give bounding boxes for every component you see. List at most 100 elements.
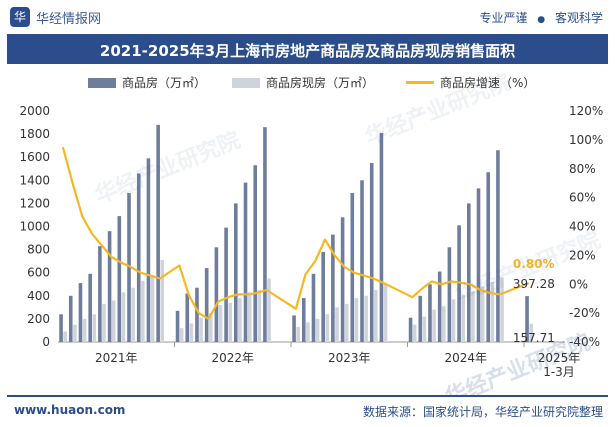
logo-text: 华经情报网	[36, 11, 102, 27]
bar-forward	[496, 150, 500, 342]
y-right-tick-label: 40%	[569, 220, 596, 234]
bar-spot	[480, 286, 485, 342]
bar-spot	[441, 306, 446, 342]
bar-spot	[296, 326, 300, 342]
bar-forward	[311, 273, 316, 342]
bar-spot	[131, 287, 135, 342]
y-left-tick-label: 200	[27, 312, 50, 326]
forward-data-label: 397.28	[513, 277, 555, 291]
spot-data-label: 157.71	[513, 331, 555, 345]
y-right-tick-label: 120%	[569, 104, 603, 118]
y-left-tick-label: 400	[27, 289, 50, 303]
bar-forward	[408, 317, 413, 342]
bar-forward	[340, 217, 345, 342]
bar-forward	[331, 234, 335, 342]
footer-site-link[interactable]: www.huaon.com	[14, 403, 126, 417]
y-right-tick-label: -40%	[569, 335, 600, 349]
x-group-label: 2023年	[328, 351, 371, 365]
bar-spot	[82, 318, 87, 342]
bar-spot	[208, 313, 213, 342]
bar-forward	[292, 315, 296, 342]
chart-plot: 0 200 400 600 800 1000 1200 1400 1600 1800 2000 -40…	[19, 104, 603, 379]
legend-label-spot: 商品房现房（万㎡）	[266, 76, 375, 90]
x-group-label: 2024年	[444, 351, 487, 365]
bar-forward	[185, 293, 190, 342]
bar-spot	[529, 323, 533, 342]
bar-spot	[354, 298, 359, 342]
legend: 商品房（万㎡） 商品房现房（万㎡） 商品房增速（%）	[0, 74, 615, 94]
legend-item-forward[interactable]: 商品房（万㎡）	[88, 74, 206, 91]
bar-forward	[525, 296, 529, 342]
y-left-tick-label: 1600	[19, 150, 50, 164]
bar-spot	[451, 299, 456, 342]
bar-spot	[490, 281, 495, 342]
bar-forward	[437, 271, 442, 342]
bar-forward	[457, 225, 461, 342]
bar-spot	[199, 317, 203, 342]
bar-forward	[88, 273, 92, 342]
x-group-label: 2022年	[211, 351, 254, 365]
brand-logo[interactable]: 华 华经情报网	[10, 7, 101, 27]
bar-forward	[78, 283, 83, 342]
bar-forward	[253, 165, 258, 342]
x-group-label: 1-3月	[543, 365, 575, 379]
bar-spot	[374, 290, 378, 342]
bar-spot	[344, 303, 349, 342]
bar-forward	[136, 173, 141, 342]
y-right-tick-label: -20%	[569, 306, 600, 320]
bar-forward	[418, 295, 423, 342]
y-left-tick-label: 1800	[19, 127, 50, 141]
bar-forward	[321, 251, 325, 342]
bar-spot	[121, 292, 126, 342]
bar-spot	[160, 259, 165, 342]
legend-item-growth[interactable]: 商品房增速（%）	[406, 74, 535, 91]
bar-spot	[432, 309, 436, 342]
bar-spot	[218, 305, 223, 342]
bar-forward	[447, 247, 452, 342]
legend-label-forward: 商品房（万㎡）	[122, 76, 207, 90]
bar-spot	[267, 278, 271, 342]
legend-item-spot[interactable]: 商品房现房（万㎡）	[232, 74, 374, 91]
growth-data-label: 0.80%	[513, 257, 555, 271]
bar-spot	[383, 283, 388, 342]
bar-forward	[146, 158, 151, 342]
bar-spot	[412, 324, 417, 342]
bar-forward	[107, 231, 112, 342]
y-left-tick-label: 0	[42, 335, 50, 349]
bar-spot	[325, 314, 330, 342]
bar-spot	[150, 275, 155, 342]
bar-spot	[111, 300, 116, 342]
bar-forward	[204, 268, 209, 342]
bar-spot	[63, 331, 67, 342]
bar-forward	[234, 203, 238, 342]
bar-forward	[156, 124, 160, 342]
bar-forward	[467, 203, 471, 342]
y-right-tick-label: 0%	[569, 277, 588, 291]
bar-spot	[422, 316, 427, 342]
bar-spot	[364, 295, 368, 342]
bar-spot	[102, 303, 106, 342]
y-left-tick-label: 1000	[19, 220, 50, 234]
bar-forward	[59, 314, 63, 342]
slogan-part-2: 客观科学	[554, 11, 603, 25]
y-right-tick-label: 60%	[569, 191, 596, 205]
y-left-tick-label: 1200	[19, 196, 50, 210]
bar-spot	[306, 322, 310, 342]
bar-forward	[224, 227, 228, 342]
footer-divider	[7, 395, 608, 397]
y-left-tick-label: 800	[27, 243, 50, 257]
footer: www.huaon.com 数据来源：国家统计局，华经产业研究院整理	[0, 395, 615, 427]
bar-forward	[301, 298, 306, 342]
bar-spot	[92, 314, 97, 342]
bar-spot	[257, 290, 262, 342]
bar-forward	[350, 193, 355, 342]
bar-forward	[379, 132, 384, 342]
y-right-tick-label: 100%	[569, 133, 603, 147]
slogan-dot-icon: ●	[537, 15, 546, 25]
y-right-tick-label: 80%	[569, 162, 596, 176]
bar-spot	[500, 277, 504, 342]
bar-spot	[238, 298, 242, 342]
bar-spot	[189, 323, 194, 342]
bar-spot	[247, 292, 252, 342]
